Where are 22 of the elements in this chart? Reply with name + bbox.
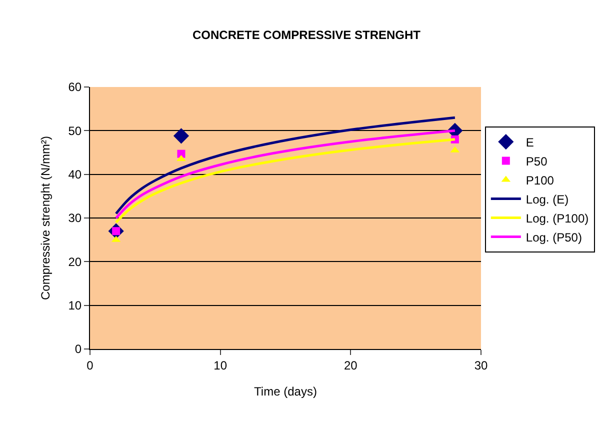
y-tick-label: 30 — [68, 211, 82, 226]
legend-label: E — [526, 135, 534, 150]
legend-label: Log. (E) — [526, 192, 569, 206]
y-tick-label: 40 — [68, 168, 82, 182]
chart-title: CONCRETE COMPRESSIVE STRENGHT — [192, 28, 422, 42]
y-tick-label: 60 — [68, 80, 82, 94]
y-tick-label: 20 — [68, 254, 82, 269]
x-axis-title: Time (days) — [254, 384, 317, 398]
y-tick-label: 50 — [68, 124, 82, 138]
point — [173, 128, 190, 144]
y-tick-label: 0 — [74, 342, 82, 356]
legend-label: P100 — [526, 173, 554, 188]
x-tick-label: 10 — [214, 358, 228, 372]
legend-label: P50 — [526, 154, 548, 168]
x-tick-label: 30 — [474, 358, 488, 372]
legend-label: Log. (P100) — [526, 211, 589, 226]
y-tick-label: 10 — [68, 298, 82, 313]
x-tick-label: 20 — [344, 358, 358, 372]
legend-label: Log. (P50) — [526, 230, 582, 244]
y-axis-title: Compressive strenght (N/mm²) — [38, 136, 53, 300]
x-tick-label: 0 — [86, 358, 94, 372]
line-series — [114, 116, 456, 215]
